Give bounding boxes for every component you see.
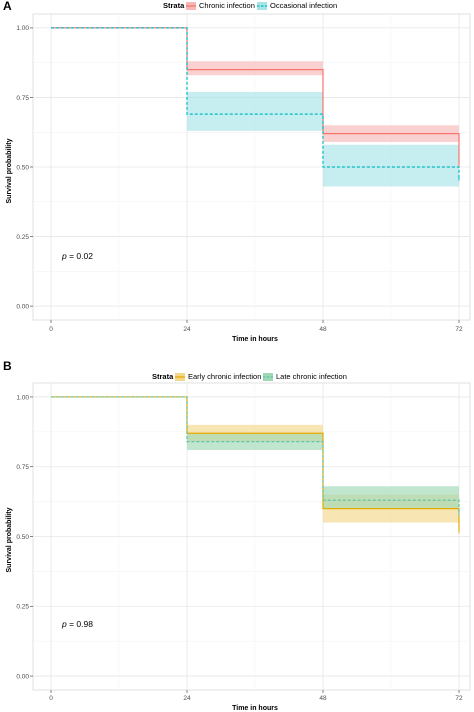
- panel-b: B Strata Early chronic infection Late ch…: [3, 359, 471, 712]
- confidence-band-late-chronic-infection: [323, 486, 459, 509]
- legend-b: Strata Early chronic infection Late chro…: [152, 372, 347, 381]
- p-value-symbol: p: [61, 251, 67, 261]
- plot-area-b: 0 24 48 72 0.00 0.25 0.50 0.75 1.00: [16, 382, 471, 702]
- y-tick-label: 0.50: [16, 164, 29, 171]
- legend-label-occasional-infection: Occasional infection: [270, 1, 337, 10]
- legend-key-late-chronic-infection: [263, 373, 273, 381]
- y-tick-label: 0.00: [16, 303, 29, 310]
- confidence-band-chronic-infection: [187, 61, 323, 76]
- legend-title: Strata: [152, 372, 174, 381]
- y-tick-label: 0.75: [16, 464, 29, 471]
- x-axis-label-b: Time in hours: [232, 705, 278, 712]
- survival-curve-late-chronic-infection: [51, 396, 460, 515]
- p-value-text: = 0.02: [67, 251, 94, 261]
- plot-area-a: 0 24 48 72 0.00 0.25 0.50 0.75 1.00: [16, 13, 471, 333]
- p-value-annotation-a: p = 0.02: [61, 251, 93, 261]
- legend-a: Strata Chronic infection Occasional infe…: [163, 1, 337, 10]
- legend-label-early-chronic-infection: Early chronic infection: [188, 372, 261, 381]
- legend-key-chronic-infection: [186, 2, 196, 10]
- y-tick-label: 0.25: [16, 234, 29, 241]
- y-axis-label-a: Survival probability: [6, 138, 13, 203]
- legend-key-early-chronic-infection: [175, 373, 185, 381]
- panel-label-b: B: [3, 359, 12, 373]
- confidence-band-late-chronic-infection: [187, 433, 323, 450]
- y-axis-label-b: Survival probability: [6, 507, 13, 572]
- x-tick-label: 48: [319, 326, 327, 333]
- p-value-symbol: p: [61, 619, 67, 629]
- p-value-text: = 0.98: [67, 619, 94, 629]
- x-tick-label: 48: [319, 695, 327, 702]
- x-tick-label: 72: [455, 695, 463, 702]
- y-tick-label: 1.00: [16, 25, 29, 32]
- y-tick-label: 0.75: [16, 95, 29, 102]
- y-tick-label: 1.00: [16, 394, 29, 401]
- p-value-annotation-b: p = 0.98: [61, 619, 93, 629]
- x-tick-label: 24: [183, 695, 191, 702]
- survival-curve-occasional-infection: [51, 27, 460, 179]
- x-tick-label: 0: [49, 326, 53, 333]
- legend-label-late-chronic-infection: Late chronic infection: [276, 372, 347, 381]
- panel-label-a: A: [3, 0, 12, 13]
- panel-a: A Strata Chronic infection Occasional in…: [3, 0, 471, 343]
- y-tick-label: 0.50: [16, 534, 29, 541]
- confidence-band-occasional-infection: [187, 91, 323, 131]
- x-axis-label-a: Time in hours: [232, 336, 278, 343]
- confidence-band-occasional-infection: [323, 144, 459, 187]
- x-tick-label: 72: [455, 326, 463, 333]
- x-tick-label: 24: [183, 326, 191, 333]
- x-tick-label: 0: [49, 695, 53, 702]
- y-tick-label: 0.25: [16, 604, 29, 611]
- legend-key-occasional-infection: [257, 2, 267, 10]
- legend-label-chronic-infection: Chronic infection: [199, 1, 255, 10]
- legend-title: Strata: [163, 1, 185, 10]
- y-tick-label: 0.00: [16, 673, 29, 680]
